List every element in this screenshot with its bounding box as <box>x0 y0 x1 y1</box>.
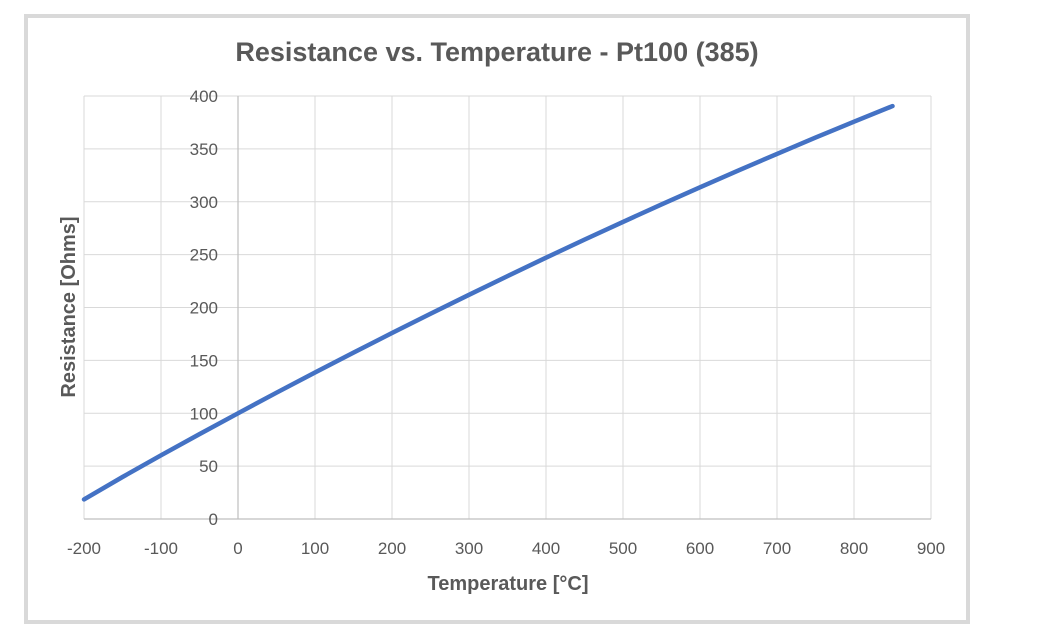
y-tick-label: 300 <box>190 193 218 212</box>
y-tick-label: 200 <box>190 299 218 318</box>
x-tick-label: -100 <box>144 539 178 558</box>
x-tick-label: 100 <box>301 539 329 558</box>
x-tick-label: 0 <box>233 539 242 558</box>
y-tick-label: 400 <box>190 87 218 106</box>
x-tick-label: 600 <box>686 539 714 558</box>
y-tick-label: 50 <box>199 457 218 476</box>
y-tick-label: 250 <box>190 246 218 265</box>
y-axis-title: Resistance [Ohms] <box>58 216 80 397</box>
tick-labels: 0 50 100 150 200 250 300 350 400 -200 -100 0 100 200 3… <box>67 87 945 558</box>
y-tick-label: 150 <box>190 351 218 370</box>
x-tick-label: 200 <box>378 539 406 558</box>
x-tick-label: 700 <box>763 539 791 558</box>
x-tick-label: 400 <box>532 539 560 558</box>
chart-frame <box>24 14 970 624</box>
axes <box>84 96 931 520</box>
x-tick-label: 300 <box>455 539 483 558</box>
x-tick-label: 800 <box>840 539 868 558</box>
chart-title: Resistance vs. Temperature - Pt100 (385) <box>235 37 758 67</box>
series-layer <box>81 103 895 502</box>
x-tick-label: 900 <box>917 539 945 558</box>
series-line <box>81 103 895 502</box>
x-axis-title: Temperature [°C] <box>428 573 589 595</box>
y-tick-label: 0 <box>209 510 218 529</box>
y-tick-label: 100 <box>190 404 218 423</box>
y-tick-label: 350 <box>190 140 218 159</box>
x-tick-label: -200 <box>67 539 101 558</box>
x-tick-label: 500 <box>609 539 637 558</box>
